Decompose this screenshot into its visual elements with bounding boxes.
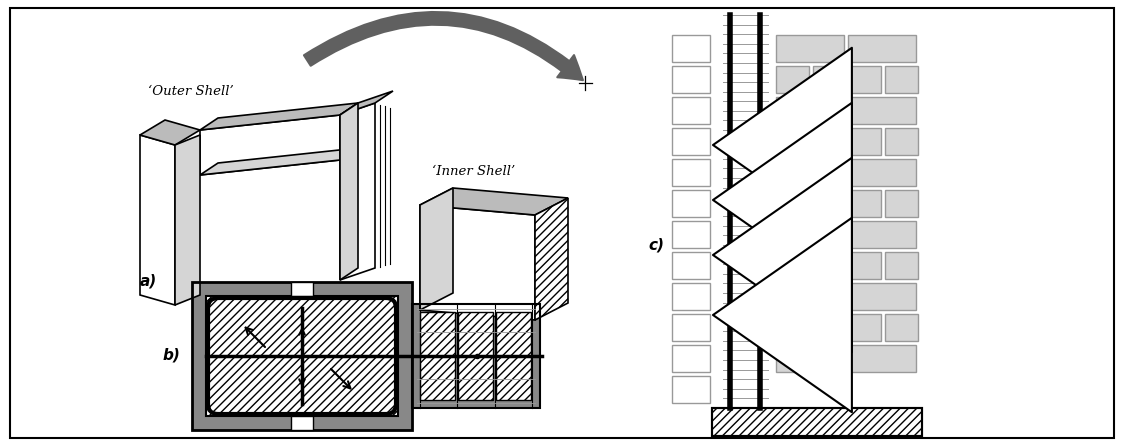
Polygon shape [420, 188, 568, 215]
Polygon shape [200, 103, 359, 130]
Bar [776, 35, 844, 62]
Bar [885, 66, 918, 93]
Bar [291, 416, 312, 430]
Bar [413, 304, 540, 408]
FancyArrowPatch shape [303, 12, 583, 80]
Bar [457, 312, 493, 400]
Bar [672, 314, 710, 341]
Bar [813, 314, 881, 341]
Bar [672, 66, 710, 93]
Bar [672, 159, 710, 186]
Text: c): c) [649, 238, 664, 253]
Bar [885, 252, 918, 279]
Bar [847, 283, 916, 310]
Bar [885, 128, 918, 155]
Text: ‘Outer Shell’: ‘Outer Shell’ [148, 85, 234, 98]
Polygon shape [339, 103, 359, 280]
Bar [847, 159, 916, 186]
Bar [672, 35, 710, 62]
Text: b): b) [163, 348, 181, 363]
Bar [711, 408, 922, 436]
Text: ‘Inner Shell’: ‘Inner Shell’ [432, 165, 515, 178]
Polygon shape [140, 135, 175, 305]
Bar [885, 190, 918, 217]
Polygon shape [420, 205, 535, 320]
Polygon shape [339, 91, 393, 115]
Bar [672, 128, 710, 155]
Bar [496, 312, 531, 400]
Bar [776, 252, 809, 279]
Bar [847, 35, 916, 62]
Bar [776, 314, 809, 341]
Polygon shape [339, 103, 375, 280]
Bar [776, 283, 844, 310]
Bar [672, 221, 710, 248]
Polygon shape [200, 148, 359, 175]
Bar [192, 282, 413, 430]
Bar [192, 282, 413, 430]
Bar [206, 296, 398, 416]
Bar [885, 314, 918, 341]
Bar [776, 159, 844, 186]
Bar [813, 128, 881, 155]
Bar [711, 408, 922, 436]
Bar [672, 283, 710, 310]
Bar [776, 128, 809, 155]
Bar [776, 221, 844, 248]
Text: a): a) [140, 273, 157, 288]
Bar [847, 345, 916, 372]
Bar [813, 190, 881, 217]
Bar [776, 97, 844, 124]
Bar [847, 97, 916, 124]
Polygon shape [140, 120, 200, 145]
Bar [413, 304, 540, 408]
Bar [672, 252, 710, 279]
Bar [291, 282, 312, 296]
Bar [672, 97, 710, 124]
Polygon shape [175, 135, 200, 305]
Bar [776, 66, 809, 93]
Polygon shape [420, 188, 453, 310]
Bar [672, 376, 710, 403]
Bar [672, 190, 710, 217]
Bar [776, 345, 844, 372]
Bar [813, 66, 881, 93]
Bar [291, 416, 312, 430]
Bar [813, 252, 881, 279]
Bar [847, 221, 916, 248]
Bar [420, 312, 455, 400]
Polygon shape [200, 115, 339, 175]
Bar [672, 345, 710, 372]
Polygon shape [535, 198, 568, 320]
Bar [291, 282, 312, 296]
Bar [776, 190, 809, 217]
